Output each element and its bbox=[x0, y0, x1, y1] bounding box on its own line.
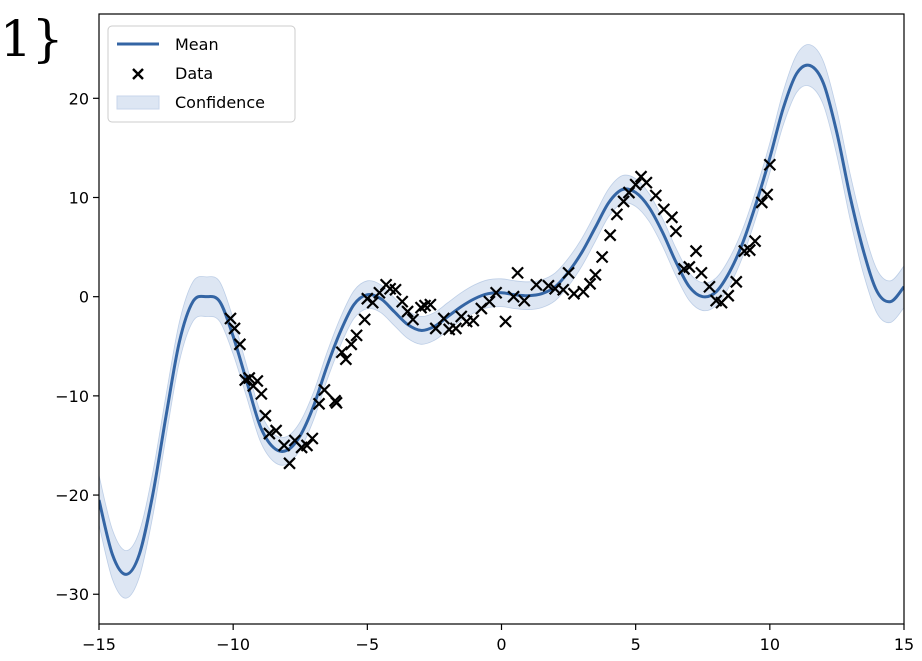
data-point bbox=[589, 268, 602, 282]
data-point bbox=[429, 322, 443, 335]
data-point bbox=[401, 305, 414, 318]
data-point bbox=[350, 329, 363, 342]
data-point bbox=[669, 224, 683, 238]
data-point bbox=[339, 352, 353, 366]
legend-data-label: Data bbox=[175, 64, 213, 83]
data-point bbox=[743, 243, 756, 257]
data-point bbox=[255, 387, 268, 401]
data-point bbox=[300, 439, 314, 452]
data-point bbox=[760, 188, 774, 201]
legend: Mean Data Confidence bbox=[107, 25, 296, 123]
data-points-layer bbox=[224, 158, 777, 470]
data-point bbox=[763, 158, 777, 172]
data-point bbox=[542, 279, 555, 293]
legend-confidence-swatch bbox=[116, 95, 160, 110]
data-point bbox=[269, 424, 283, 437]
confidence-band bbox=[99, 44, 904, 599]
mean-line bbox=[99, 63, 904, 576]
data-point bbox=[366, 296, 379, 309]
y-tick-label: 20 bbox=[69, 89, 89, 108]
data-point bbox=[507, 290, 520, 303]
data-point bbox=[499, 315, 512, 328]
data-point bbox=[233, 338, 247, 351]
data-point bbox=[228, 322, 241, 335]
data-point bbox=[617, 195, 630, 208]
data-point bbox=[583, 277, 597, 291]
data-point bbox=[395, 295, 409, 308]
data-point bbox=[449, 322, 463, 335]
data-point bbox=[467, 314, 480, 327]
y-tick-label: −20 bbox=[55, 486, 89, 505]
data-point bbox=[595, 250, 609, 264]
x-tick-label: −10 bbox=[216, 635, 250, 654]
data-point bbox=[251, 374, 264, 388]
x-tick-label: 15 bbox=[894, 635, 914, 654]
data-point bbox=[610, 208, 624, 221]
data-point bbox=[530, 278, 543, 292]
data-point bbox=[603, 228, 617, 242]
x-tick-label: −5 bbox=[356, 635, 380, 654]
data-point bbox=[489, 286, 503, 299]
mean-line-layer bbox=[99, 63, 904, 576]
data-point bbox=[312, 397, 326, 411]
y-axis-ticks: −30 −20 −10 0 10 20 bbox=[55, 89, 99, 604]
confidence-band-layer bbox=[99, 44, 904, 599]
data-point bbox=[562, 266, 575, 280]
data-point bbox=[665, 211, 679, 224]
data-point bbox=[424, 298, 437, 311]
data-point bbox=[414, 301, 428, 314]
legend-data-marker bbox=[132, 68, 144, 80]
data-point bbox=[721, 289, 735, 302]
data-point bbox=[695, 266, 708, 280]
data-point bbox=[730, 275, 743, 289]
data-point bbox=[689, 244, 703, 258]
confidence-lower-edge bbox=[99, 85, 904, 599]
y-tick-label: 0 bbox=[79, 288, 89, 307]
data-point bbox=[283, 457, 296, 470]
x-tick-label: 10 bbox=[760, 635, 780, 654]
y-tick-label: 10 bbox=[69, 188, 89, 207]
data-point bbox=[259, 409, 272, 422]
data-point bbox=[224, 312, 237, 325]
data-point bbox=[755, 196, 769, 209]
data-point bbox=[483, 295, 496, 308]
data-point bbox=[640, 176, 653, 189]
data-point bbox=[344, 338, 358, 351]
data-point bbox=[358, 313, 371, 326]
data-point bbox=[277, 439, 291, 452]
legend-confidence-label: Confidence bbox=[175, 93, 265, 112]
y-tick-label: −30 bbox=[55, 585, 89, 604]
data-point bbox=[511, 266, 524, 280]
data-point bbox=[629, 178, 642, 191]
corner-brace-text: 1} bbox=[0, 10, 64, 68]
y-tick-label: −10 bbox=[55, 387, 89, 406]
data-point bbox=[748, 234, 762, 248]
data-point bbox=[518, 294, 531, 307]
x-axis-ticks: −15 −10 −5 0 5 10 15 bbox=[82, 624, 914, 654]
x-tick-label: −15 bbox=[82, 635, 116, 654]
x-tick-label: 0 bbox=[496, 635, 506, 654]
data-point bbox=[389, 283, 402, 297]
legend-mean-label: Mean bbox=[175, 35, 219, 54]
data-point bbox=[649, 189, 663, 202]
data-point bbox=[406, 313, 420, 326]
legend-data-swatch bbox=[132, 68, 144, 80]
data-point bbox=[330, 396, 343, 410]
data-point bbox=[242, 371, 256, 385]
data-point bbox=[306, 432, 319, 445]
data-point bbox=[683, 260, 696, 274]
x-tick-label: 5 bbox=[631, 635, 641, 654]
data-point bbox=[703, 280, 716, 294]
data-point bbox=[437, 312, 451, 325]
data-point bbox=[556, 283, 570, 297]
data-point bbox=[263, 427, 276, 440]
data-point bbox=[318, 383, 331, 397]
data-point bbox=[567, 287, 581, 300]
